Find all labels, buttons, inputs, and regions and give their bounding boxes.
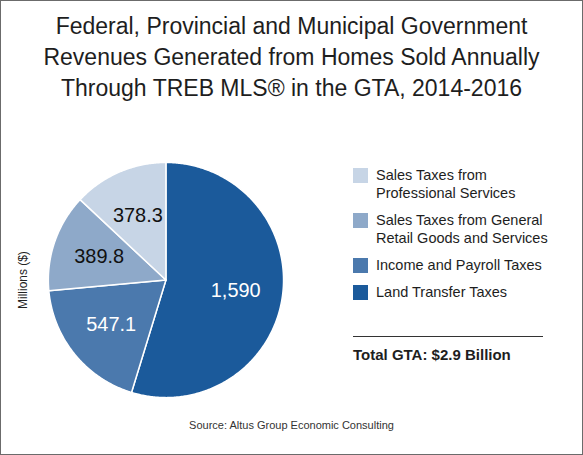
html-text:Land Transfer Taxes: Land Transfer Taxes xyxy=(376,284,508,300)
svg-text:378.3: 378.3 xyxy=(113,204,163,226)
html-text:Source: Altus Group Economic C: Source: Altus Group Economic Consulting xyxy=(189,419,394,431)
html-text:Income and Payroll Taxes: Income and Payroll Taxes xyxy=(376,257,542,273)
svg-text:Millions ($): Millions ($) xyxy=(16,251,30,309)
html-text:Total GTA: $2.9 Billion: Total GTA: $2.9 Billion xyxy=(353,346,511,363)
html-text:Federal, Provincial and Munici: Federal, Provincial and Municipal Govern… xyxy=(43,13,540,101)
html-text:Sales Taxes from General Retai: Sales Taxes from General Retail Goods an… xyxy=(376,212,548,246)
svg-text:1,590: 1,590 xyxy=(211,279,261,301)
html-text:Sales Taxes from Professional: Sales Taxes from Professional Services xyxy=(376,167,516,201)
svg-text:389.8: 389.8 xyxy=(74,245,124,267)
svg-text:547.1: 547.1 xyxy=(86,313,136,335)
